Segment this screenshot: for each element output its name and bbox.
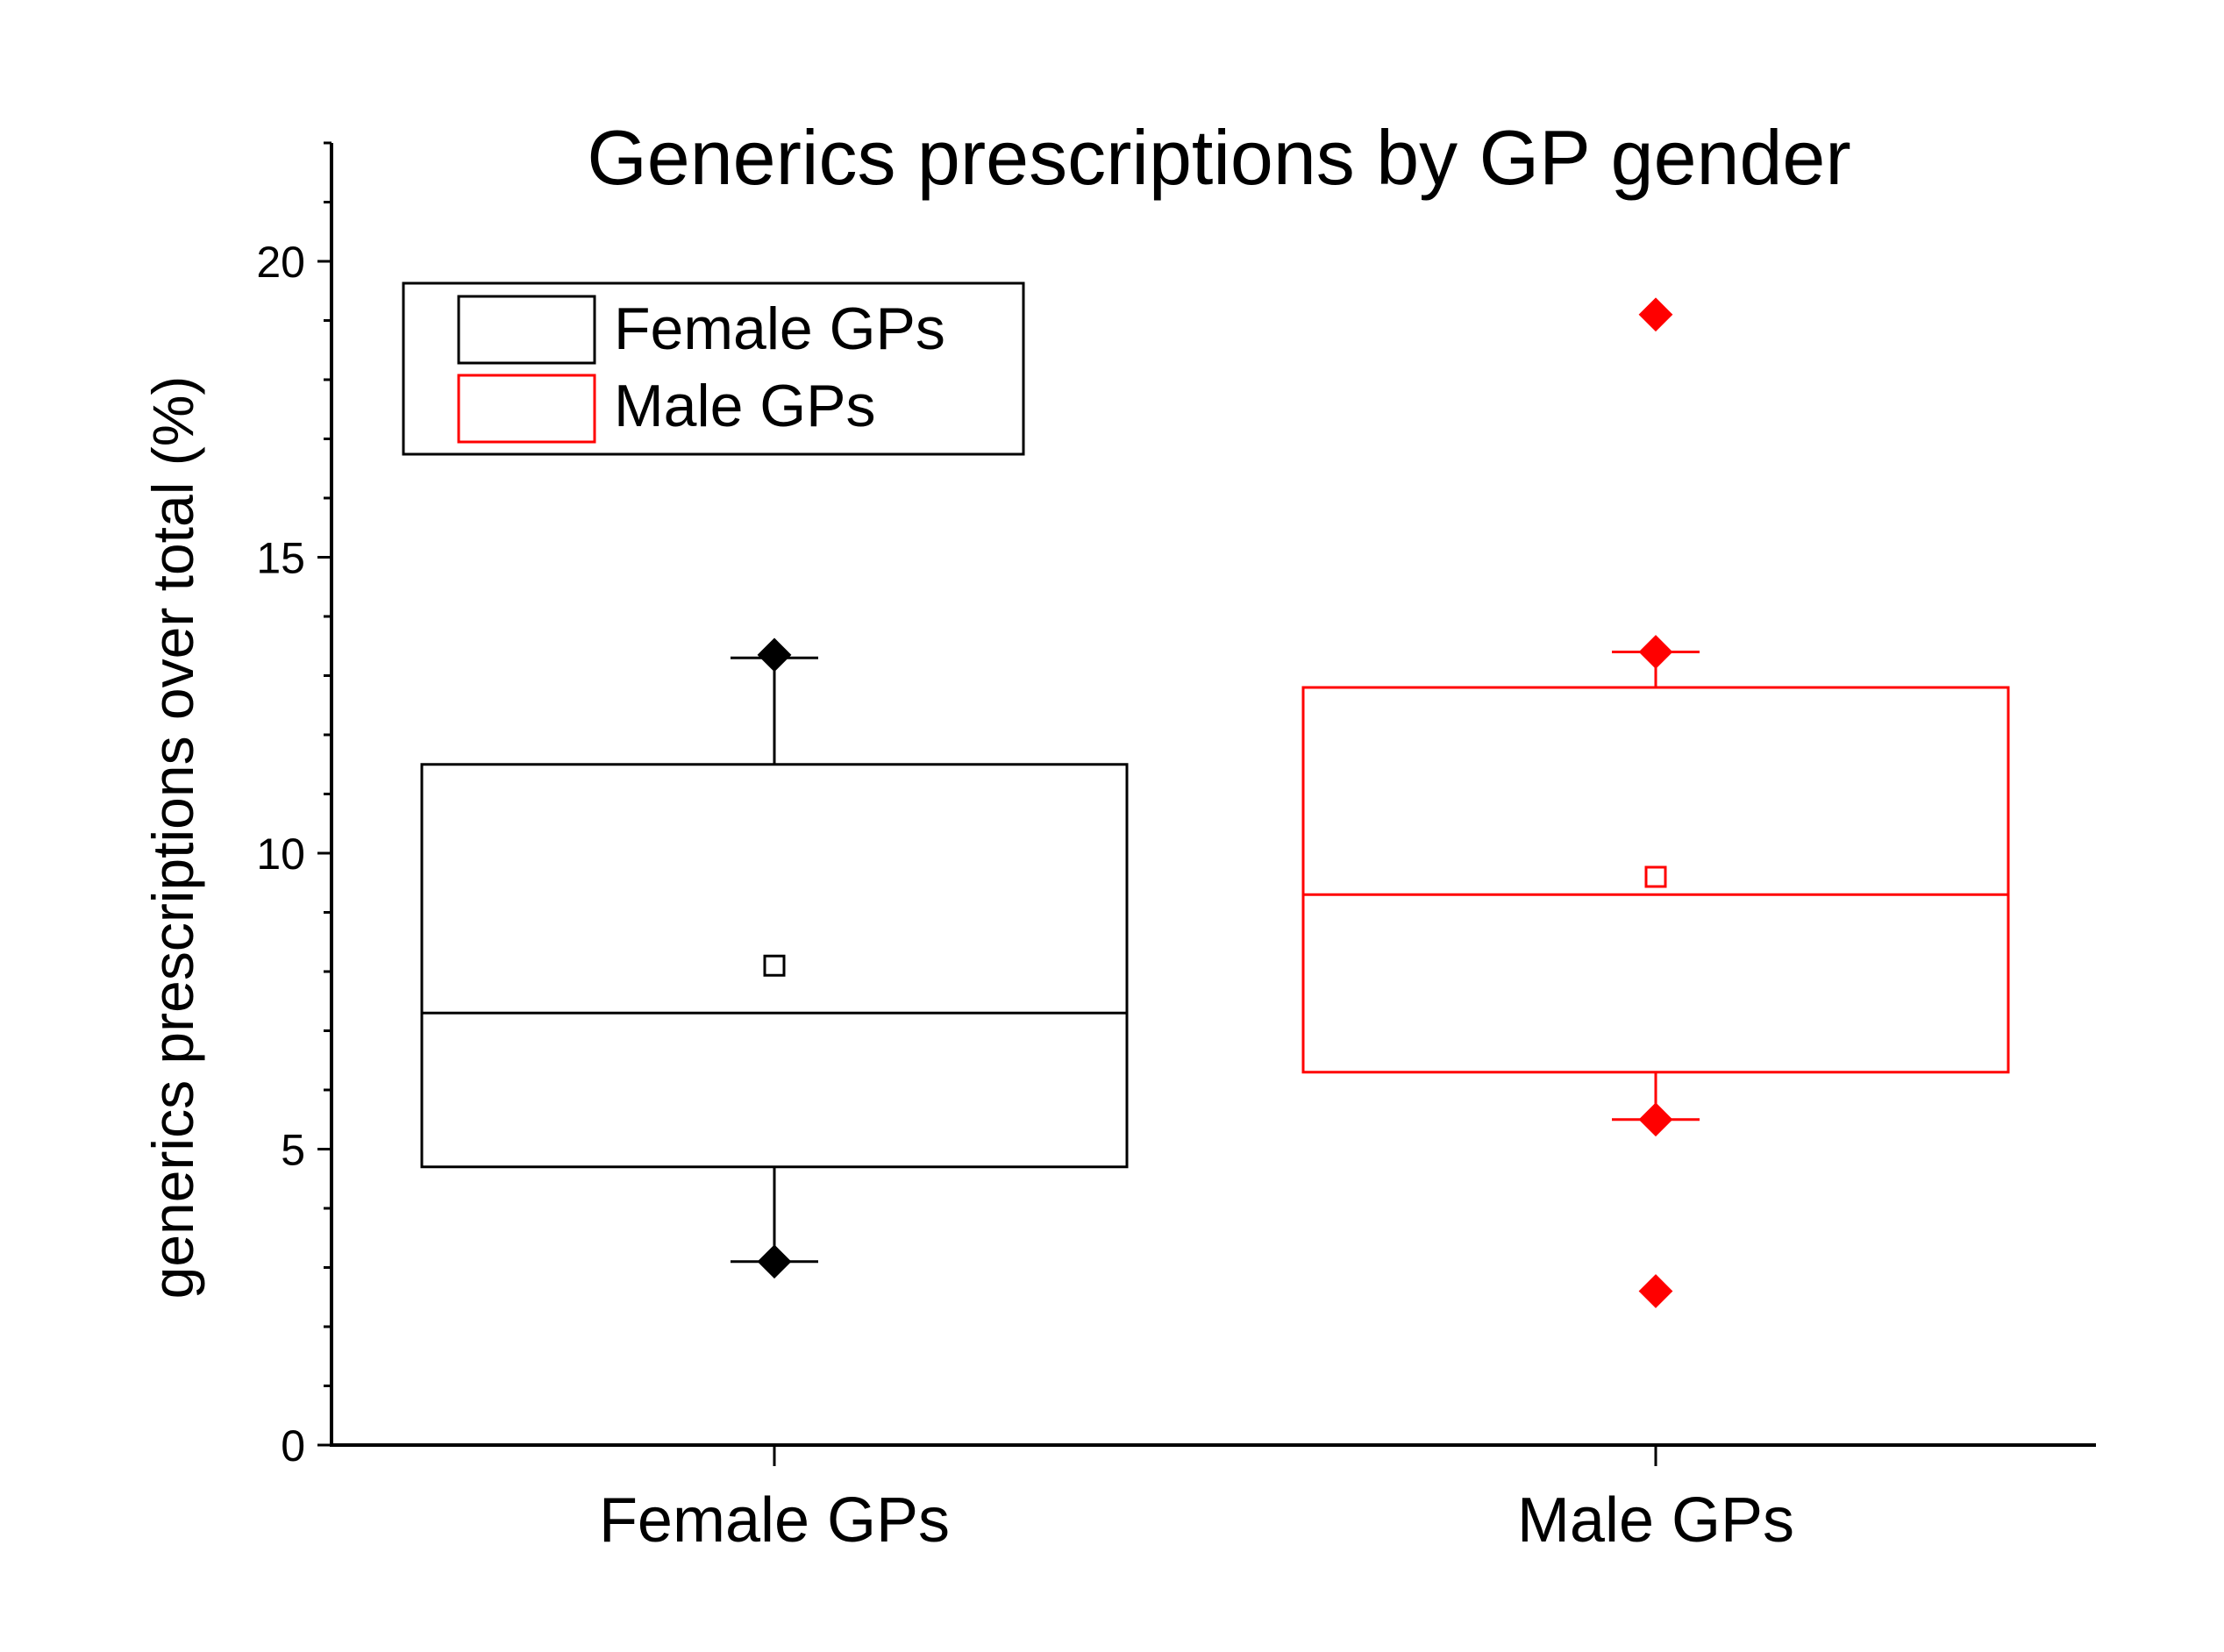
y-tick-label: 0 [281, 1421, 305, 1470]
box-iqr [420, 763, 1129, 1169]
legend-label-female: Female GPs [614, 296, 945, 362]
mean-marker [763, 954, 786, 977]
box-iqr [1301, 686, 2010, 1074]
outlier-point [1638, 1274, 1673, 1308]
y-tick-label: 10 [256, 830, 305, 879]
plot-area: 0 5 10 15 20 Female GPs Male GPs [256, 141, 2096, 1556]
outlier-point [757, 1244, 792, 1279]
outlier-point [1638, 1102, 1673, 1137]
legend-swatch-female [457, 295, 596, 365]
box-female [420, 637, 1129, 1279]
box-male [1301, 297, 2010, 1308]
x-tick-label: Male GPs [1517, 1485, 1794, 1556]
outlier-point [757, 637, 792, 673]
outlier-point [1638, 297, 1673, 332]
legend-frame [402, 281, 1025, 456]
y-tick-label: 20 [256, 238, 305, 287]
y-tick-label: 15 [256, 534, 305, 583]
y-axis-label: generics prescriptions over total (%) [140, 376, 205, 1300]
x-tick-label: Female GPs [599, 1485, 950, 1556]
outlier-point [1638, 635, 1673, 669]
legend-swatch-male [457, 374, 596, 444]
chart-title: Generics prescriptions by GP gender [587, 114, 1850, 201]
legend-label-male: Male GPs [614, 373, 876, 439]
mean-marker [1644, 865, 1667, 888]
legend: Female GPs Male GPs [402, 281, 1025, 456]
y-tick-label: 5 [281, 1126, 305, 1175]
